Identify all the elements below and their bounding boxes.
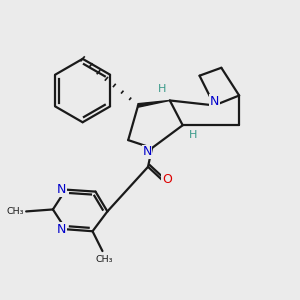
Polygon shape — [138, 100, 170, 107]
Text: O: O — [162, 173, 172, 186]
Text: H: H — [188, 130, 197, 140]
Text: N: N — [142, 146, 152, 158]
Text: N: N — [57, 223, 67, 236]
Text: CH₃: CH₃ — [7, 207, 24, 216]
Text: CH₃: CH₃ — [96, 255, 113, 264]
Text: H: H — [158, 84, 166, 94]
Text: N: N — [57, 183, 67, 196]
Text: N: N — [210, 95, 219, 108]
